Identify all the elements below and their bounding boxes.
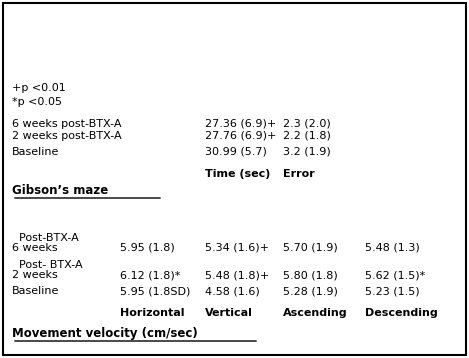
Text: 6.12 (1.8)*: 6.12 (1.8)* [120,270,181,280]
Text: 5.80 (1.8): 5.80 (1.8) [283,270,338,280]
Text: 2.3 (2.0): 2.3 (2.0) [283,119,331,129]
Text: Movement velocity (cm/sec): Movement velocity (cm/sec) [12,327,198,340]
Text: Baseline: Baseline [12,147,60,157]
Text: 4.58 (1.6): 4.58 (1.6) [205,286,260,296]
Text: 2 weeks: 2 weeks [12,270,58,280]
Text: 5.28 (1.9): 5.28 (1.9) [283,286,338,296]
Text: 3.2 (1.9): 3.2 (1.9) [283,147,331,157]
Text: 5.95 (1.8SD): 5.95 (1.8SD) [120,286,190,296]
Text: 27.76 (6.9)+: 27.76 (6.9)+ [205,131,276,141]
Text: Time (sec): Time (sec) [205,169,270,179]
Text: 6 weeks: 6 weeks [12,243,58,253]
Text: 5.23 (1.5): 5.23 (1.5) [365,286,420,296]
Text: Horizontal: Horizontal [120,308,184,318]
Text: Post-BTX-A: Post-BTX-A [12,233,79,243]
Text: 2.2 (1.8): 2.2 (1.8) [283,131,331,141]
Text: 6 weeks post-BTX-A: 6 weeks post-BTX-A [12,119,121,129]
Text: Descending: Descending [365,308,438,318]
Text: 5.62 (1.5)*: 5.62 (1.5)* [365,270,425,280]
Text: 5.48 (1.8)+: 5.48 (1.8)+ [205,270,269,280]
Text: 30.99 (5.7): 30.99 (5.7) [205,147,267,157]
Text: Post- BTX-A: Post- BTX-A [12,260,83,270]
Text: 5.48 (1.3): 5.48 (1.3) [365,243,420,253]
Text: 5.34 (1.6)+: 5.34 (1.6)+ [205,243,269,253]
Text: Ascending: Ascending [283,308,348,318]
Text: +p <0.01: +p <0.01 [12,83,66,93]
Text: Vertical: Vertical [205,308,253,318]
Text: 27.36 (6.9)+: 27.36 (6.9)+ [205,119,276,129]
Text: Baseline: Baseline [12,286,60,296]
Text: 2 weeks post-BTX-A: 2 weeks post-BTX-A [12,131,121,141]
Text: 5.70 (1.9): 5.70 (1.9) [283,243,338,253]
Text: *p <0.05: *p <0.05 [12,97,62,107]
Text: Gibson’s maze: Gibson’s maze [12,184,108,197]
Text: 5.95 (1.8): 5.95 (1.8) [120,243,175,253]
Text: Error: Error [283,169,315,179]
